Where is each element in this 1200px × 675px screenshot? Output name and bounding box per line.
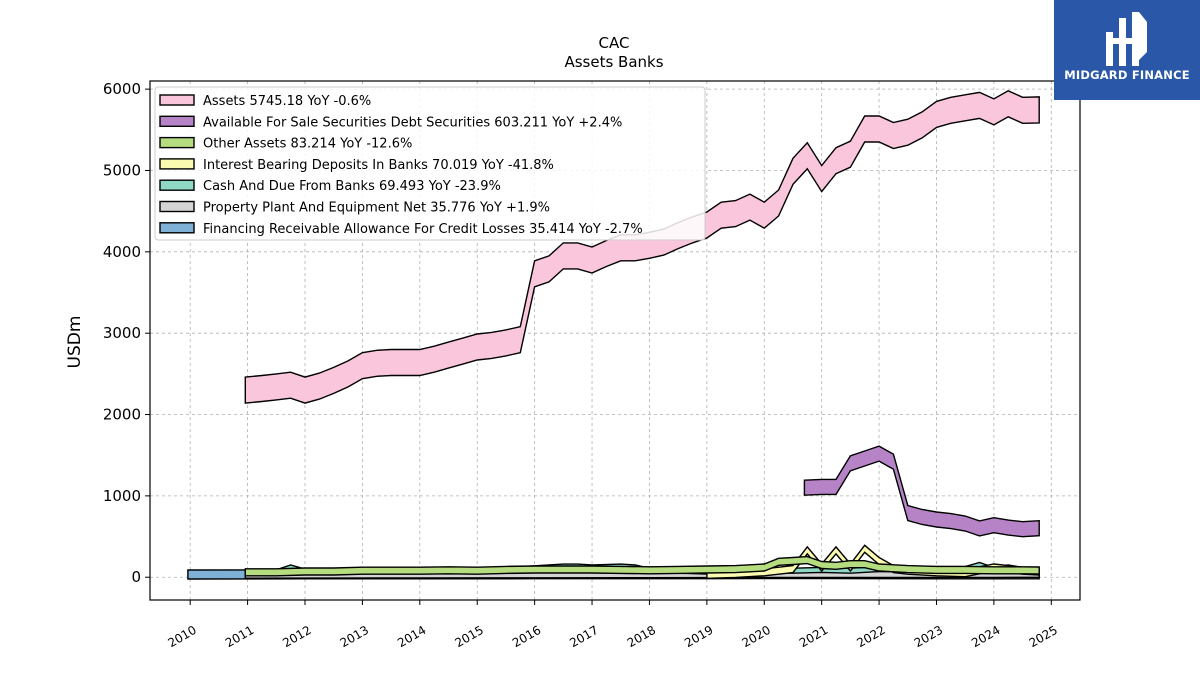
logo-text: MIDGARD FINANCE (1064, 68, 1190, 82)
x-tick-label: 2018 (625, 623, 658, 650)
y-axis-ticks: 0 1000 2000 3000 4000 5000 6000 (103, 80, 150, 586)
x-tick-label: 2021 (797, 623, 830, 650)
x-tick-label: 2010 (165, 623, 198, 650)
x-tick-label: 2014 (395, 623, 428, 650)
x-tick-label: 2024 (969, 623, 1002, 650)
legend-label: Financing Receivable Allowance For Credi… (203, 222, 643, 237)
legend-swatch (159, 222, 195, 234)
x-tick-label: 2022 (854, 623, 887, 650)
legend-swatch (159, 179, 195, 191)
y-tick-label: 1000 (103, 487, 141, 505)
legend-box (154, 86, 706, 241)
legend-swatch (159, 94, 195, 106)
series-band-0 (244, 90, 1040, 404)
legend-swatch (159, 158, 195, 170)
logo-mark-icon (1106, 12, 1147, 66)
x-tick-label: 2015 (452, 623, 485, 650)
legend-swatch (159, 115, 195, 128)
x-tick-label: 2012 (280, 623, 313, 650)
y-tick-label: 0 (131, 568, 141, 586)
series-band-2 (244, 555, 1040, 577)
x-tick-label: 2016 (510, 623, 543, 650)
y-axis-label: USDm (65, 316, 85, 369)
legend-label: Property Plant And Equipment Net 35.776 … (203, 201, 550, 216)
x-tick-label: 2017 (567, 623, 600, 650)
x-tick-label: 2020 (740, 623, 773, 650)
legend-swatch (159, 136, 195, 149)
x-tick-label: 2019 (682, 623, 715, 650)
midgard-finance-logo: MIDGARD FINANCE (1054, 0, 1200, 100)
x-tick-label: 2011 (223, 623, 256, 650)
x-axis-ticks: 2010 2011 2012 2013 2014 2015 2016 2017 2018 2019… (165, 600, 1060, 650)
legend-label: Other Assets 83.214 YoY -12.6% (203, 137, 412, 152)
x-tick-label: 2013 (338, 623, 371, 650)
chart-title: CAC (599, 34, 630, 52)
series-layer (187, 90, 1040, 580)
plot-frame (149, 80, 1081, 601)
legend: Assets 5745.18 YoY -0.6% Available For Sa… (154, 86, 706, 241)
legend-swatch (159, 200, 195, 213)
chart-subtitle: Assets Banks (564, 53, 663, 71)
x-tick-label: 2023 (912, 623, 945, 650)
legend-label: Cash And Due From Banks 69.493 YoY -23.9… (203, 179, 501, 194)
y-tick-label: 2000 (103, 406, 141, 424)
legend-label: Available For Sale Securities Debt Secur… (203, 115, 622, 130)
y-tick-label: 3000 (103, 324, 141, 342)
y-tick-label: 6000 (103, 80, 141, 98)
y-tick-label: 4000 (103, 243, 141, 261)
legend-label: Interest Bearing Deposits In Banks 70.01… (203, 158, 554, 173)
x-tick-label: 2025 (1027, 623, 1060, 650)
series-band-1 (803, 445, 1040, 538)
legend-label: Assets 5745.18 YoY -0.6% (203, 94, 371, 109)
y-tick-label: 5000 (103, 161, 141, 179)
